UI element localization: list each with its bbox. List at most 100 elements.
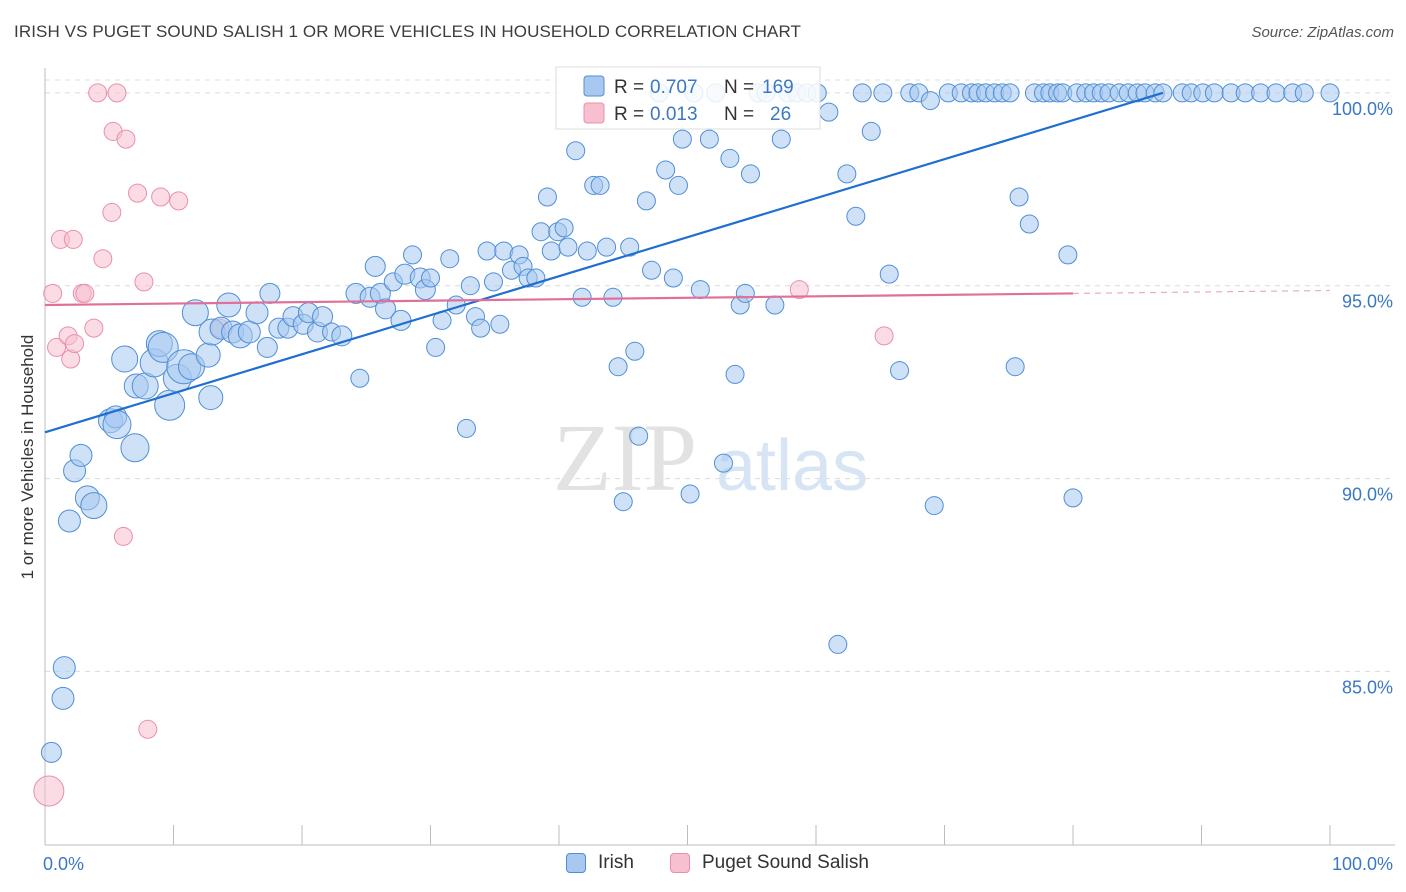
- irish-point: [120, 433, 150, 463]
- irish-point: [69, 443, 93, 467]
- legend-salish-n-value: 26: [770, 104, 791, 125]
- irish-point: [725, 364, 745, 384]
- irish-point: [1019, 214, 1039, 234]
- irish-point: [603, 287, 623, 307]
- irish-point: [620, 237, 640, 257]
- irish-point: [1009, 187, 1029, 207]
- irish-point: [577, 241, 597, 261]
- irish-point: [440, 249, 460, 269]
- irish-point: [40, 741, 62, 763]
- legend-item-irish[interactable]: Irish: [566, 852, 634, 874]
- watermark-atlas: atlas: [716, 426, 868, 506]
- chart-title: IRISH VS PUGET SOUND SALISH 1 OR MORE VE…: [14, 22, 802, 41]
- irish-point: [312, 306, 334, 328]
- irish-point: [713, 453, 733, 473]
- legend-label-salish: Puget Sound Salish: [702, 852, 869, 873]
- irish-point: [471, 318, 491, 338]
- salish-point: [107, 83, 127, 103]
- irish-point: [720, 148, 740, 168]
- irish-point: [195, 342, 221, 368]
- legend-item-salish[interactable]: Puget Sound Salish: [670, 852, 869, 874]
- salish-point: [75, 283, 95, 303]
- irish-point: [735, 283, 755, 303]
- irish-point: [819, 102, 839, 122]
- irish-point: [590, 175, 610, 195]
- legend-irish-n-label: N =: [724, 77, 754, 98]
- irish-point: [879, 264, 899, 284]
- irish-point: [597, 237, 617, 257]
- salish-trend-extension: [1072, 289, 1331, 295]
- irish-point: [656, 160, 676, 180]
- irish-point: [699, 129, 719, 149]
- series-legend: Irish Puget Sound Salish: [0, 852, 1406, 878]
- irish-point: [837, 164, 857, 184]
- irish-point: [920, 91, 940, 111]
- irish-point: [456, 418, 476, 438]
- irish-point: [537, 187, 557, 207]
- irish-point: [828, 634, 848, 654]
- irish-point: [558, 237, 578, 257]
- irish-point: [1058, 245, 1078, 265]
- y-tick-label: 95.0%: [1342, 292, 1393, 312]
- irish-point: [1204, 83, 1224, 103]
- irish-point: [541, 241, 561, 261]
- salish-point: [43, 283, 63, 303]
- salish-point: [116, 129, 136, 149]
- irish-point: [1000, 83, 1020, 103]
- irish-point: [680, 484, 700, 504]
- irish-point: [690, 280, 710, 300]
- legend-swatch-irish: [583, 75, 605, 97]
- salish-point: [113, 526, 133, 546]
- irish-point: [740, 164, 760, 184]
- irish-point: [490, 314, 510, 334]
- legend-label-irish: Irish: [598, 852, 634, 873]
- irish-trend-line: [44, 91, 1164, 434]
- irish-point: [852, 83, 872, 103]
- irish-point: [572, 287, 592, 307]
- legend-salish-r-value: 0.013: [650, 104, 698, 125]
- irish-point: [147, 331, 179, 363]
- irish-point: [426, 337, 446, 357]
- salish-point: [88, 83, 108, 103]
- irish-point: [111, 345, 139, 373]
- stats-legend: R = 0.707 N = 169 R = 0.013 N = 26: [555, 66, 821, 130]
- legend-swatch-irish-bottom: [566, 853, 586, 873]
- irish-point: [625, 341, 645, 361]
- irish-point: [613, 492, 633, 512]
- legend-irish-r-label: R =: [614, 77, 644, 98]
- irish-point: [1005, 357, 1025, 377]
- irish-point: [403, 245, 423, 265]
- x-tick-label: 100.0%: [1332, 854, 1393, 874]
- irish-point: [51, 686, 75, 710]
- irish-point: [181, 299, 209, 327]
- irish-point: [375, 298, 397, 320]
- y-tick-label: 85.0%: [1342, 677, 1393, 697]
- irish-point: [672, 129, 692, 149]
- irish-point: [566, 141, 586, 161]
- irish-point: [669, 175, 689, 195]
- irish-point: [531, 222, 551, 242]
- salish-point: [63, 229, 83, 249]
- legend-swatch-salish: [583, 102, 605, 124]
- y-tick-label: 90.0%: [1342, 485, 1393, 505]
- legend-salish-n-label: N =: [724, 104, 754, 125]
- salish-trend-line: [44, 292, 1074, 307]
- salish-point: [102, 202, 122, 222]
- irish-point: [924, 496, 944, 516]
- irish-point: [80, 492, 108, 520]
- x-tick-label: 0.0%: [43, 854, 84, 874]
- source-credit: Source: ZipAtlas.com: [1251, 24, 1394, 41]
- legend-irish-r-value: 0.707: [650, 77, 698, 98]
- irish-point: [1063, 488, 1083, 508]
- irish-point: [216, 292, 242, 318]
- irish-point: [198, 385, 224, 411]
- irish-point: [771, 129, 791, 149]
- irish-point: [1294, 83, 1314, 103]
- y-tick-label: 100.0%: [1332, 99, 1393, 119]
- salish-point: [84, 318, 104, 338]
- irish-point: [890, 361, 910, 381]
- salish-point: [169, 191, 189, 211]
- irish-point: [861, 121, 881, 141]
- irish-point: [629, 426, 649, 446]
